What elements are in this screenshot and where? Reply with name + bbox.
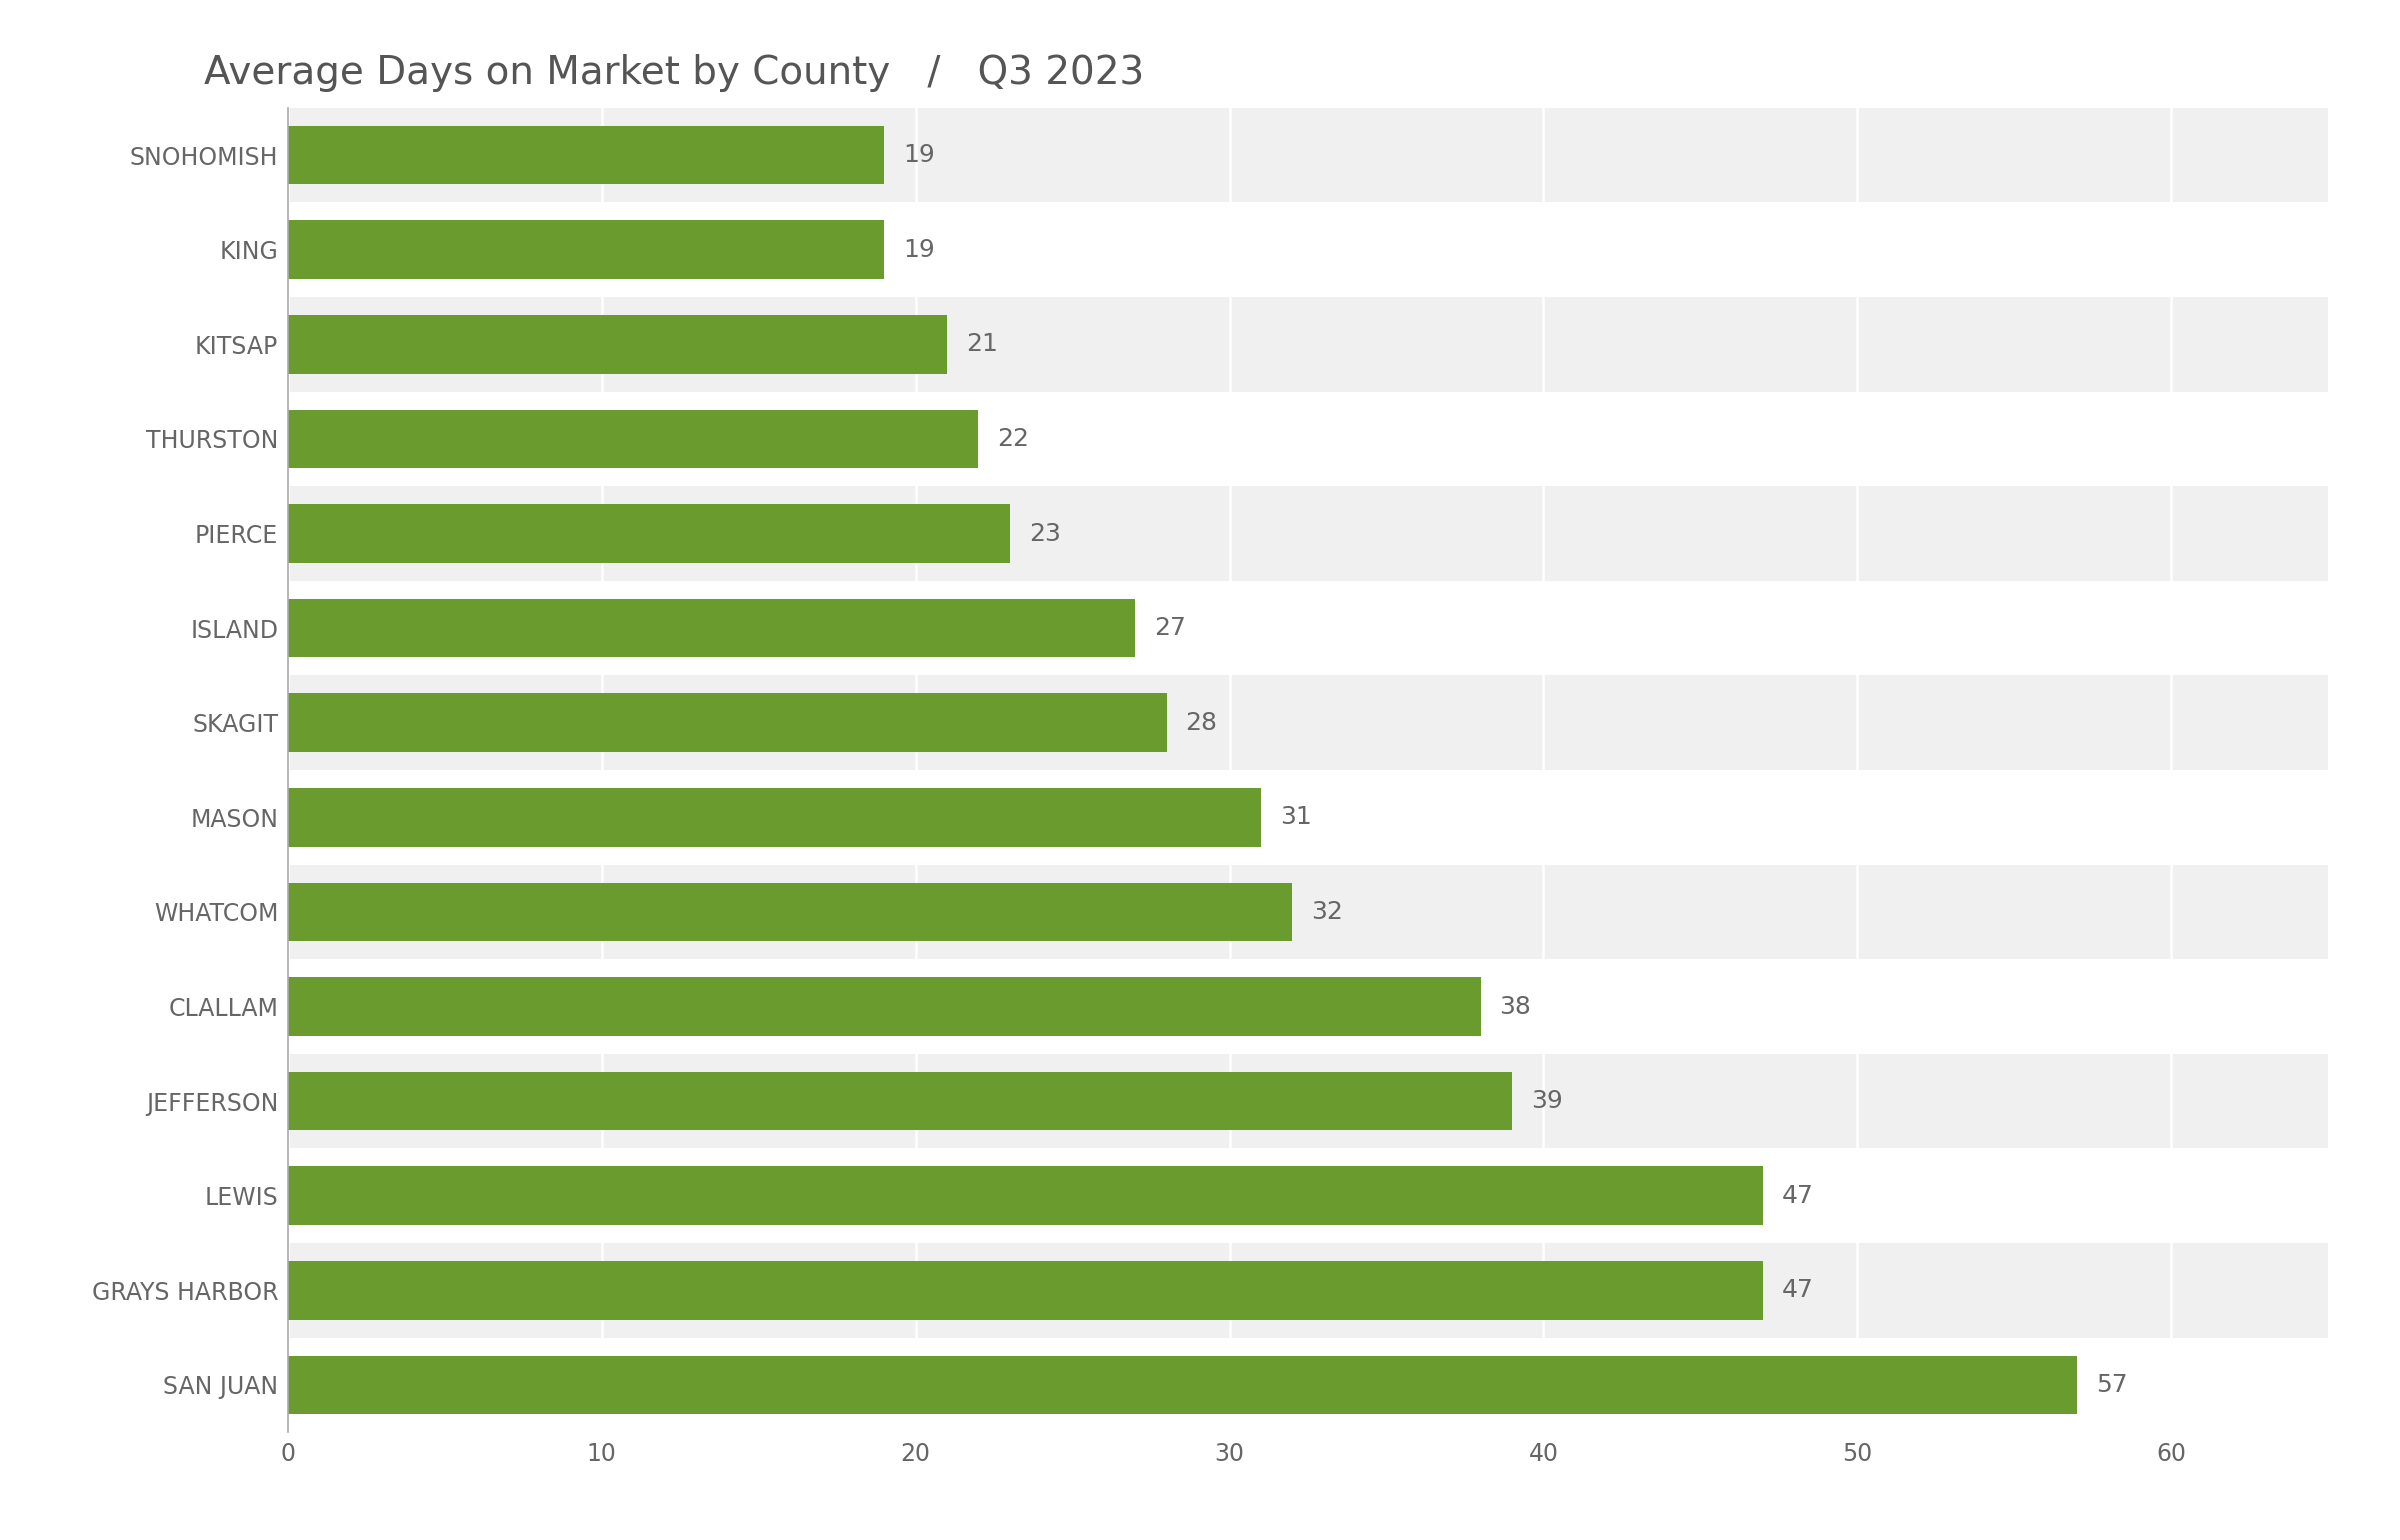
Bar <box>288 391 2328 487</box>
Bar <box>288 297 2328 391</box>
Text: 28: 28 <box>1186 710 1217 735</box>
Bar <box>288 220 883 279</box>
Bar <box>288 316 948 374</box>
Bar <box>288 978 1481 1036</box>
Bar <box>288 487 2328 581</box>
Text: 21: 21 <box>965 333 998 356</box>
Bar <box>288 410 979 468</box>
Bar <box>288 1261 1764 1320</box>
Bar <box>288 693 1166 752</box>
Text: 38: 38 <box>1500 995 1531 1018</box>
Bar <box>288 882 1291 941</box>
Bar <box>288 1338 2328 1432</box>
Text: 19: 19 <box>902 237 936 262</box>
Text: 19: 19 <box>902 143 936 168</box>
Text: 27: 27 <box>1154 616 1186 641</box>
Bar <box>288 126 883 185</box>
Bar <box>288 1166 1764 1224</box>
Bar <box>288 1355 2076 1414</box>
Text: 39: 39 <box>1531 1089 1562 1113</box>
Text: 31: 31 <box>1279 805 1310 830</box>
Bar <box>288 202 2328 297</box>
Text: 47: 47 <box>1781 1184 1814 1207</box>
Text: 23: 23 <box>1030 522 1061 545</box>
Bar <box>288 864 2328 959</box>
Bar <box>288 108 2328 202</box>
Bar <box>288 504 1010 562</box>
Text: 47: 47 <box>1781 1278 1814 1303</box>
Text: 22: 22 <box>998 427 1030 451</box>
Bar <box>288 1243 2328 1338</box>
Text: 57: 57 <box>2095 1372 2126 1397</box>
Bar <box>288 788 1260 847</box>
Bar <box>288 959 2328 1053</box>
Bar <box>288 581 2328 676</box>
Bar <box>288 1149 2328 1243</box>
Text: 32: 32 <box>1310 899 1344 924</box>
Bar <box>288 599 1135 658</box>
Bar <box>288 1072 1512 1130</box>
Bar <box>288 770 2328 864</box>
Text: Average Days on Market by County   /   Q3 2023: Average Days on Market by County / Q3 20… <box>204 54 1145 92</box>
Bar <box>288 1053 2328 1149</box>
Bar <box>288 676 2328 770</box>
